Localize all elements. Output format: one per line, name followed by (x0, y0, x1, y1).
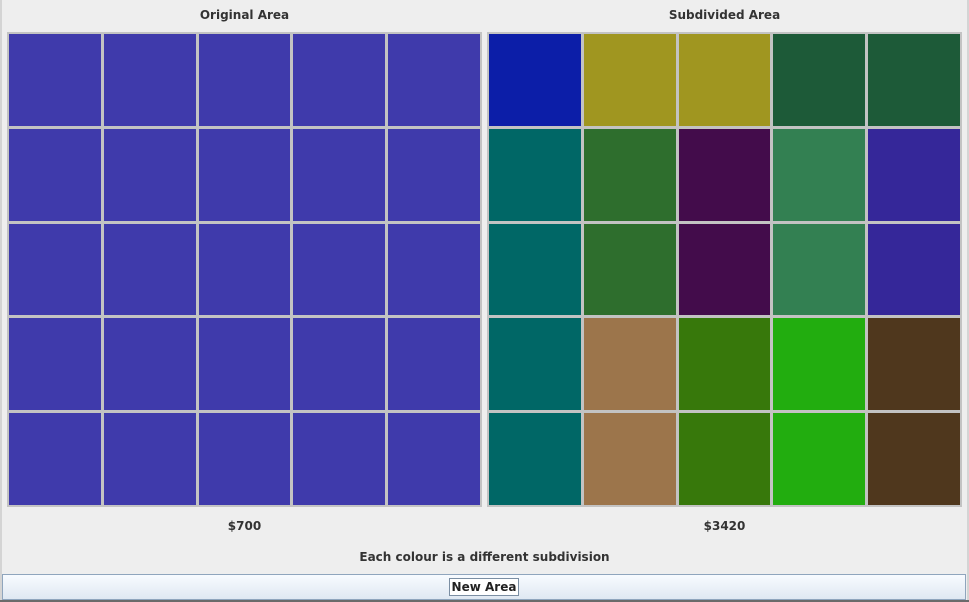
subdivision-cell (868, 128, 960, 221)
original-cell (9, 413, 101, 505)
original-cell (388, 413, 480, 505)
original-cell (293, 223, 386, 316)
original-cell (9, 223, 101, 316)
subdivision-cell (868, 318, 960, 411)
original-cell (293, 318, 386, 411)
subdivision-cell (868, 34, 960, 126)
subdivision-cell (489, 34, 581, 126)
subdivision-cell (678, 223, 771, 316)
subdivision-cell (489, 318, 581, 411)
original-cell (293, 128, 386, 221)
original-area-price: $700 (227, 519, 262, 533)
original-cell (9, 128, 101, 221)
button-bar: New Area (2, 574, 966, 600)
legend-note: Each colour is a different subdivision (359, 550, 610, 564)
subdivision-cell (678, 413, 771, 505)
subdivision-cell (773, 413, 866, 505)
subdivision-cell (583, 128, 676, 221)
subdivision-cell (583, 34, 676, 126)
original-cell (103, 128, 196, 221)
original-cell (103, 34, 196, 126)
subdivision-cell (489, 223, 581, 316)
original-cell (388, 318, 480, 411)
original-cell (198, 223, 291, 316)
subdivision-cell (678, 318, 771, 411)
new-area-button[interactable]: New Area (448, 578, 520, 596)
original-cell (293, 34, 386, 126)
window-frame-left (0, 0, 2, 602)
original-cell (103, 223, 196, 316)
subdivision-cell (583, 223, 676, 316)
subdivided-area-grid (487, 32, 962, 507)
original-cell (198, 318, 291, 411)
original-cell (103, 413, 196, 505)
subdivision-cell (678, 128, 771, 221)
subdivision-cell (678, 34, 771, 126)
original-cell (293, 413, 386, 505)
subdivided-area-price: $3420 (703, 519, 746, 533)
subdivided-area-title: Subdivided Area (668, 8, 781, 22)
original-cell (198, 34, 291, 126)
background-strip (0, 600, 969, 602)
original-cell (388, 128, 480, 221)
subdivision-cell (489, 128, 581, 221)
original-cell (388, 223, 480, 316)
subdivision-cell (489, 413, 581, 505)
subdivision-cell (868, 223, 960, 316)
subdivision-cell (583, 318, 676, 411)
subdivision-cell (773, 318, 866, 411)
original-cell (198, 413, 291, 505)
subdivision-cell (868, 413, 960, 505)
subdivision-cell (583, 413, 676, 505)
subdivision-cell (773, 34, 866, 126)
subdivision-cell (773, 223, 866, 316)
original-cell (103, 318, 196, 411)
original-area-title: Original Area (199, 8, 290, 22)
original-area-grid (7, 32, 482, 507)
original-cell (198, 128, 291, 221)
window-frame-right (967, 0, 969, 602)
original-cell (9, 318, 101, 411)
original-cell (9, 34, 101, 126)
subdivision-cell (773, 128, 866, 221)
original-cell (388, 34, 480, 126)
